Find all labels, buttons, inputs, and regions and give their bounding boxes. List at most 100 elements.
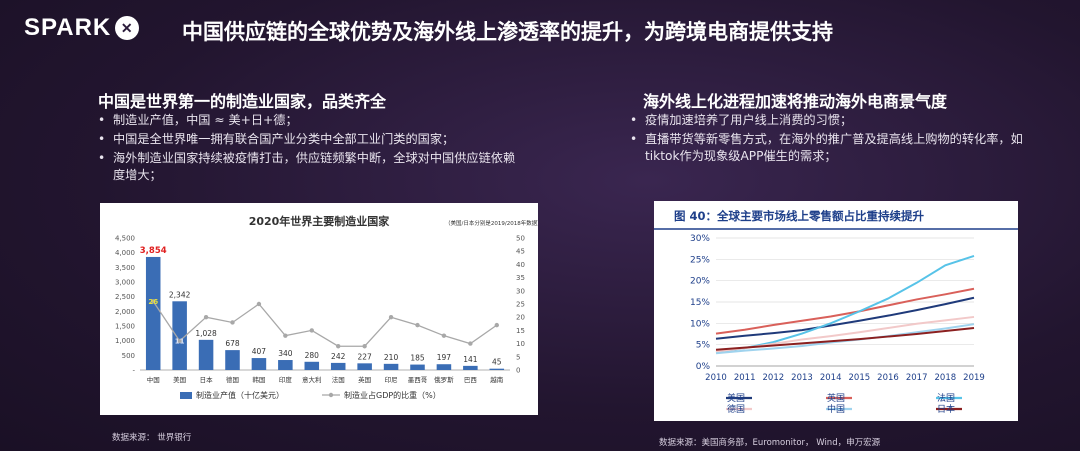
y-tick-label: 10%: [690, 319, 710, 329]
bar-value-label: 242: [331, 352, 346, 361]
right-source: 数据来源：美国商务部，Euromonitor， Wind，申万宏源: [659, 438, 881, 448]
spark-logo: SPARK ✕: [24, 14, 140, 42]
gdp-share-point: [415, 322, 420, 328]
y-tick-label: 20%: [690, 277, 710, 287]
chart-title: 2020年世界主要制造业国家: [249, 214, 391, 228]
bar: [383, 363, 399, 370]
bar-value-label: 210: [384, 353, 399, 362]
bar-value-label: 340: [278, 349, 293, 358]
right-bullet: 直播带货等新零售方式，在海外的推广普及提高线上购物的转化率，如tiktok作为现…: [628, 131, 1028, 165]
gdp-share-point: [256, 301, 262, 307]
bar: [489, 368, 505, 370]
legend-label: 英国: [827, 392, 845, 404]
x-tick-label: 印度: [279, 375, 293, 384]
x-tick-label: 2012: [763, 373, 785, 383]
x-tick-label: 中国: [147, 375, 160, 384]
series-line: [715, 296, 975, 340]
bar: [463, 365, 478, 370]
y-left-tick: 500: [122, 352, 135, 360]
gdp-share-point: [230, 320, 235, 325]
y-right-tick: 10: [516, 340, 525, 348]
bar: [304, 361, 320, 370]
gdp-share-point: [177, 338, 182, 344]
y-right-tick: 40: [516, 261, 525, 269]
gdp-share-point: [388, 315, 394, 320]
y-tick-label: 15%: [690, 298, 710, 308]
gdp-share-point: [309, 328, 314, 333]
y-right-tick: 35: [516, 274, 525, 282]
gdp-share-point: [362, 344, 367, 349]
y-right-tick: 25: [516, 301, 525, 309]
bar: [172, 301, 187, 370]
y-tick-label: 5%: [696, 341, 711, 351]
y-left-tick: 1,000: [115, 337, 135, 345]
series-line: [715, 254, 975, 354]
bar-value-label: 197: [437, 353, 452, 362]
legend-label: 德国: [727, 403, 745, 415]
legend-label: 日本: [937, 403, 955, 415]
chart-title: 图 40：全球主要市场线上零售额占比重持续提升: [674, 209, 925, 223]
legend-swatch: [180, 392, 192, 399]
y-tick-label: 25%: [690, 255, 710, 265]
gdp-share-point: [283, 333, 288, 338]
bar-value-label: 678: [225, 339, 240, 348]
online-retail-chart-panel: 图 40：全球主要市场线上零售额占比重持续提升 0% 5% 10% 15% 20% 25%…: [654, 201, 1018, 421]
x-tick-label: 2013: [791, 373, 813, 383]
y-right-tick: 30: [516, 287, 525, 295]
right-bullets: 疫情加速培养了用户线上消费的习惯； 直播带货等新零售方式，在海外的推广普及提高线…: [628, 112, 1028, 167]
bar: [278, 360, 293, 370]
left-bullet: 制造业产值，中国 ≈ 美+日+德；: [96, 112, 526, 129]
x-tick-label: 法国: [332, 375, 345, 384]
x-tick-label: 越南: [490, 375, 504, 384]
x-tick-label: 印尼: [385, 376, 398, 384]
gdp-share-point: [203, 315, 209, 320]
bar-value-label: 407: [252, 347, 267, 356]
x-tick-label: 美国: [173, 375, 186, 384]
y-right-tick: 0: [516, 367, 520, 375]
online-retail-chart: 图 40：全球主要市场线上零售额占比重持续提升 0% 5% 10% 15% 20% 25%…: [654, 209, 1018, 415]
bar-value-label: 3,854: [140, 246, 167, 256]
y-right-tick: 15: [516, 327, 525, 335]
data-annotation: 26: [148, 298, 158, 306]
y-right-tick: 5: [516, 353, 520, 361]
left-bullet: 中国是全世界唯一拥有联合国产业分类中全部工业门类的国家；: [96, 131, 526, 148]
x-tick-label: 2011: [734, 373, 756, 383]
x-tick-label: 巴西: [464, 376, 478, 384]
right-heading: 海外线上化进程加速将推动海外电商景气度: [643, 92, 948, 111]
legend-label: 中国: [827, 403, 845, 415]
gdp-share-point: [151, 299, 156, 304]
bar-value-label: 227: [357, 352, 372, 361]
bar: [198, 339, 214, 370]
x-tick-label: 2015: [849, 373, 871, 383]
data-annotation: 11: [175, 337, 185, 345]
left-bullet: 海外制造业国家持续被疫情打击，供应链频繁中断，全球对中国供应链依赖度增大；: [96, 150, 526, 184]
bar-value-label: 280: [305, 351, 320, 360]
gdp-share-point: [336, 344, 341, 349]
bar: [330, 362, 346, 370]
y-left-tick: 4,000: [115, 249, 135, 257]
logo-text: SPARK: [24, 14, 112, 41]
gdp-share-point: [441, 333, 447, 338]
chart-subtitle: （美国/日本分别是2019/2018年数据）: [445, 219, 538, 227]
legend-label: 制造业占GDP的比重（%）: [344, 390, 441, 400]
x-tick-label: 2010: [705, 373, 727, 383]
y-left-tick: 3,500: [115, 264, 135, 272]
bar-value-label: 1,028: [195, 329, 217, 338]
bar: [145, 256, 161, 370]
bar-value-label: 185: [410, 354, 425, 363]
right-bullet: 疫情加速培养了用户线上消费的习惯；: [628, 112, 1028, 129]
page-title: 中国供应链的全球优势及海外线上渗透率的提升，为跨境电商提供支持: [182, 20, 833, 44]
left-bullets: 制造业产值，中国 ≈ 美+日+德； 中国是全世界唯一拥有联合国产业分类中全部工业…: [96, 112, 526, 186]
bar: [410, 364, 425, 370]
x-tick-label: 日本: [200, 375, 214, 384]
series-line: [715, 327, 975, 351]
y-right-tick: 50: [516, 235, 525, 243]
y-left-tick: 4,500: [115, 235, 135, 243]
gdp-share-point: [494, 322, 499, 328]
x-tick-label: 2019: [963, 373, 985, 383]
y-left-tick: 2,000: [115, 308, 135, 316]
y-tick-label: 30%: [690, 234, 710, 244]
y-right-tick: 20: [516, 314, 525, 322]
y-left-tick: 1,500: [115, 323, 135, 331]
x-tick-label: 2016: [877, 373, 899, 383]
